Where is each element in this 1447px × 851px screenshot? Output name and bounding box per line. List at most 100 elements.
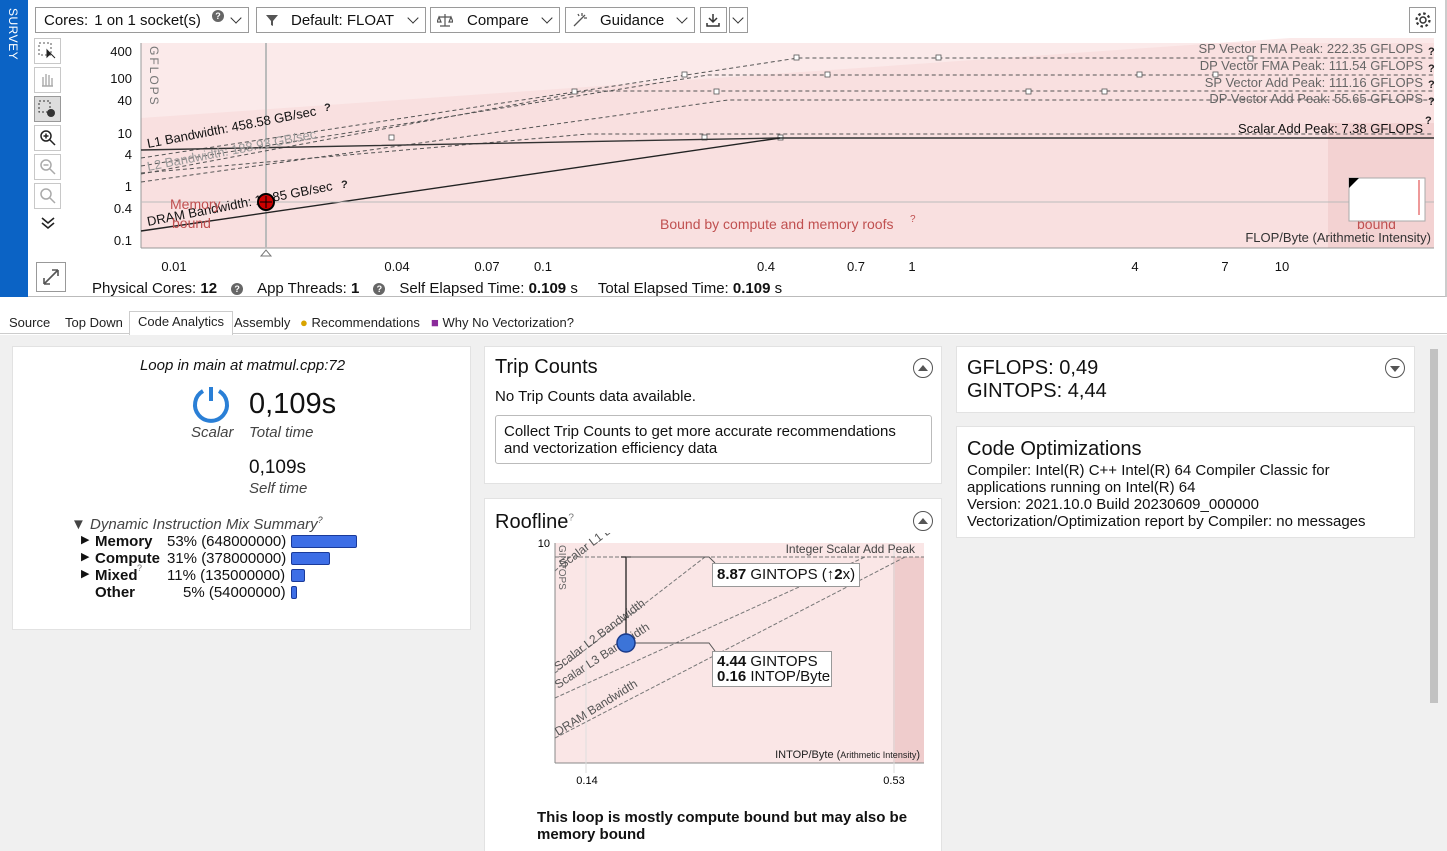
cores-dropdown[interactable]: Cores: 1 on 1 socket(s) ? [35,7,249,33]
compare-label: Compare [467,11,529,29]
help-icon[interactable]: ? [568,512,574,524]
collapse-roofline-button[interactable] [913,511,933,531]
vertical-scrollbar[interactable] [1429,349,1439,849]
help-icon[interactable]: ? [317,515,323,525]
zoom-region-icon [38,100,55,117]
trip-counts-note: Collect Trip Counts to get more accurate… [495,415,932,464]
integer-peak-label: Integer Scalar Add Peak [786,542,916,556]
gflops-label: GFLOPS: [967,357,1054,379]
tab-recommendations[interactable]: ● Recommendations [292,313,428,335]
chart-minimap[interactable] [1348,177,1426,222]
help-icon[interactable]: ? [373,283,386,295]
help-icon[interactable]: ? [1428,79,1435,91]
more-tools-button[interactable] [40,216,56,233]
x-tick-label: 0.04 [384,259,409,274]
help-icon[interactable]: ? [1428,96,1435,108]
memory-region [141,38,1434,248]
zoom-reset-icon [40,188,56,204]
lightbulb-icon: ● [300,315,308,330]
reset-zoom-tool[interactable] [34,183,61,209]
help-icon[interactable]: ? [231,283,244,295]
headroom-factor: 2 [834,566,843,583]
filter-value: Default: FLOAT [291,11,395,29]
survey-side-tab[interactable]: SURVEY [0,0,28,297]
tab-recommendations-label: Recommendations [311,315,420,330]
x-tick-label: 1 [908,259,915,274]
expand-button[interactable] [36,262,66,292]
expand-summary-button[interactable] [1385,358,1405,378]
zoom-out-tool[interactable] [34,154,61,180]
tab-code-analytics[interactable]: Code Analytics [129,311,233,335]
self-time-value: 0,109s [249,457,307,478]
mix-value: 5% (54000000) [183,584,286,601]
help-icon[interactable]: ? [910,214,916,225]
help-icon[interactable]: ? [341,179,348,191]
memory-region-label: Memory [170,196,221,212]
expand-triangle-icon: ▶ [81,551,90,563]
mini-x-tick: 0.14 [576,775,597,787]
y-tick-label: 0.4 [114,201,132,216]
help-icon[interactable]: ? [324,102,331,114]
scrollbar-thumb[interactable] [1430,349,1438,703]
y-tick-label: 0.1 [114,233,132,248]
pan-tool[interactable] [34,67,61,93]
guidance-dropdown[interactable]: Guidance [565,7,695,33]
settings-button[interactable] [1409,7,1436,33]
mini-loop-point[interactable] [616,633,636,653]
chevron-down-icon [676,12,688,24]
tab-assembly[interactable]: Assembly [234,315,291,330]
tab-top-down[interactable]: Top Down [65,315,123,330]
l2-bandwidth-line [140,133,1434,174]
x-ticks: 0.01 0.04 0.07 0.1 0.4 0.7 1 4 7 10 [161,259,1289,274]
mix-value: 11% (135000000) [167,567,286,584]
tab-why-no-vectorization[interactable]: ■ Why No Vectorization? [423,313,582,335]
x-axis-label: FLOP/Byte (Arithmetic Intensity) [1245,230,1431,245]
mini-y-label: GINTOPS [556,545,567,590]
self-elapsed-label: Self Elapsed Time: [399,280,525,297]
y-ticks: 400 100 40 10 4 1 0.4 0.1 [110,44,132,248]
compare-dropdown[interactable]: Compare [430,7,560,33]
mix-summary-toggle[interactable]: ▼ Dynamic Instruction Mix Summary? [71,515,323,533]
zoom-region-tool[interactable] [34,96,61,122]
x-tick-label: 10 [1275,259,1289,274]
mix-bar [291,552,330,565]
point-callout: 4.44 GINTOPS 0.16 INTOP/Byte [712,651,832,687]
loop-type-label: Scalar [191,424,234,441]
point-callout-line: 0.16 INTOP/Byte [717,669,830,684]
compiler-info: Compiler: Intel(R) C++ Intel(R) 64 Compi… [967,462,1330,496]
roof-label: Scalar Add Peak: 7.38 GFLOPS [1238,121,1423,136]
cores-help-icon[interactable]: ? [212,10,224,22]
roofline-verdict: This loop is mostly compute bound but ma… [537,809,908,843]
gintops-label: GINTOPS: [967,380,1063,402]
physical-cores-value: 12 [200,280,218,297]
point-callout-line: 4.44 GINTOPS [717,654,827,669]
zoom-in-tool[interactable] [34,125,61,151]
help-icon[interactable]: ? [137,563,143,573]
total-elapsed-value: 0.109 [732,280,771,297]
tab-source[interactable]: Source [9,315,51,330]
gintops-line: GINTOPS: 4,44 [967,380,1107,403]
help-icon[interactable]: ? [1428,63,1435,75]
expand-triangle-icon: ▶ [81,568,90,580]
minimap-corner [1349,178,1359,188]
toolbar: Cores: 1 on 1 socket(s) ? Default: FLOAT… [28,0,1447,38]
code-optimizations-panel: Code Optimizations Compiler: Intel(R) C+… [956,426,1415,538]
mini-x-tick: 0.53 [883,775,904,787]
trip-counts-title: Trip Counts [495,356,598,378]
filter-dropdown[interactable]: Default: FLOAT [256,7,426,33]
compute-memory-region-label: Bound by compute and memory roofs [660,216,893,232]
select-tool[interactable] [34,38,61,64]
roofline-title: Roofline? [495,511,574,534]
export-button[interactable] [700,7,727,33]
roofline-chart[interactable]: GFLOPS SP Vector FMA Peak: 222.35 GFLOP [28,38,1438,278]
gintops-value: 4.44 [717,653,747,670]
magic-wand-icon [573,13,587,27]
mini-compute-region [893,557,924,763]
mix-bar [291,586,297,599]
help-icon[interactable]: ? [1425,115,1432,127]
export-menu-button[interactable] [729,7,748,33]
filter-icon [266,15,278,26]
collapse-trip-counts-button[interactable] [913,358,933,378]
help-icon[interactable]: ? [1428,46,1435,58]
scales-icon [437,14,453,27]
